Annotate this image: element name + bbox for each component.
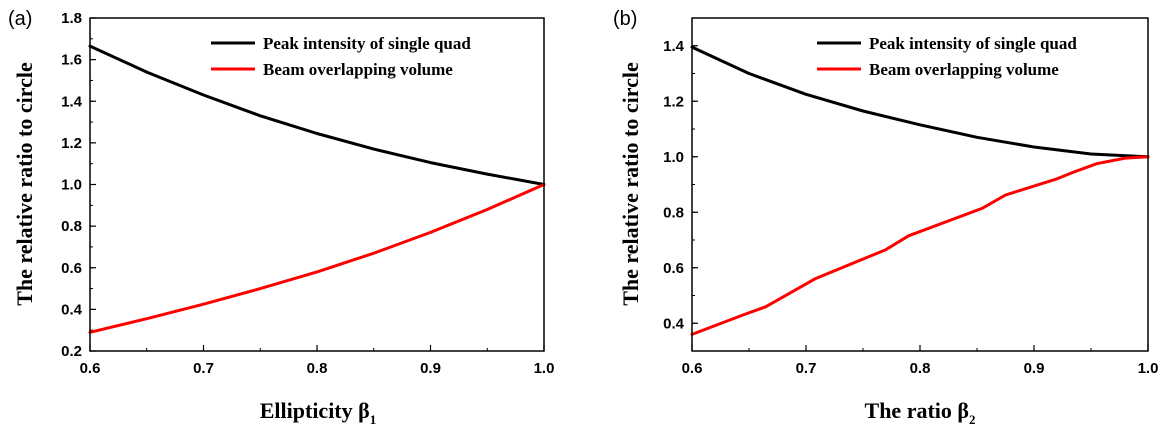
y-tick-label-b: 1.2 bbox=[663, 93, 684, 110]
chart-panel-b: (b) The relative ratio to circle The rat… bbox=[613, 8, 1158, 427]
y-axis-title-a: The relative ratio to circle bbox=[12, 62, 37, 306]
x-tick-label-a: 0.7 bbox=[193, 360, 214, 377]
legend-b: Peak intensity of single quad Beam overl… bbox=[817, 34, 1077, 79]
x-tick-labels-b: 0.6 0.7 0.8 0.9 1.0 bbox=[682, 360, 1159, 377]
y-tick-labels-b: 0.4 0.6 0.8 1.0 1.2 1.4 bbox=[663, 38, 685, 333]
x-tick-label-a: 0.9 bbox=[420, 360, 441, 377]
panel-label-b: (b) bbox=[613, 8, 637, 30]
legend-label-beam-b: Beam overlapping volume bbox=[869, 60, 1059, 79]
x-tick-label-a: 0.8 bbox=[307, 360, 328, 377]
x-tick-label-b: 0.9 bbox=[1024, 360, 1045, 377]
series-lines-a bbox=[88, 44, 546, 334]
y-tick-label-b: 0.4 bbox=[663, 315, 685, 332]
x-tick-label-a: 1.0 bbox=[534, 360, 555, 377]
series-line-peak-intensity-a bbox=[88, 44, 546, 186]
legend-label-beam-a: Beam overlapping volume bbox=[263, 60, 453, 79]
legend-label-peak-a: Peak intensity of single quad bbox=[263, 34, 471, 53]
series-line-peak-intensity-b bbox=[690, 45, 1150, 159]
x-tick-label-b: 0.6 bbox=[682, 360, 703, 377]
x-tick-label-b: 1.0 bbox=[1138, 360, 1159, 377]
y-tick-label-a: 1.0 bbox=[61, 177, 82, 194]
x-axis-title-a: Ellipticity β1 bbox=[260, 398, 376, 427]
x-axis-title-sub-a: 1 bbox=[370, 412, 377, 427]
y-tick-label-a: 1.4 bbox=[61, 93, 83, 110]
y-tick-labels-a: 0.2 0.4 0.6 0.8 1.0 1.2 1.4 1.6 1.8 bbox=[61, 10, 83, 360]
y-tick-label-a: 1.8 bbox=[61, 10, 82, 27]
y-tick-label-b: 1.0 bbox=[663, 149, 684, 166]
y-axis-title-b: The relative ratio to circle bbox=[618, 62, 643, 306]
y-tick-label-a: 1.6 bbox=[61, 52, 82, 69]
series-line-beam-overlap-a bbox=[88, 183, 546, 334]
legend-a: Peak intensity of single quad Beam overl… bbox=[211, 34, 471, 79]
y-tick-label-a: 0.6 bbox=[61, 260, 82, 277]
x-axis-title-sub-b: 2 bbox=[969, 412, 976, 427]
plot-frame-a bbox=[89, 17, 545, 352]
x-axis-title-main-b: The ratio β bbox=[865, 398, 969, 423]
tick-marks-b bbox=[691, 45, 1149, 351]
panel-label-a: (a) bbox=[8, 8, 32, 30]
plot-frame-b bbox=[691, 17, 1149, 352]
y-tick-label-a: 0.4 bbox=[61, 301, 83, 318]
x-tick-label-a: 0.6 bbox=[80, 360, 101, 377]
x-tick-label-b: 0.7 bbox=[796, 360, 817, 377]
y-tick-label-a: 1.2 bbox=[61, 135, 82, 152]
x-axis-title-b: The ratio β2 bbox=[865, 398, 976, 427]
legend-label-peak-b: Peak intensity of single quad bbox=[869, 34, 1077, 53]
y-tick-label-b: 0.8 bbox=[663, 204, 684, 221]
series-line-beam-overlap-b bbox=[690, 155, 1150, 336]
x-tick-labels-a: 0.6 0.7 0.8 0.9 1.0 bbox=[80, 360, 555, 377]
y-tick-label-a: 0.2 bbox=[61, 343, 82, 360]
x-tick-label-b: 0.8 bbox=[910, 360, 931, 377]
series-lines-b bbox=[690, 45, 1150, 336]
x-axis-title-main-a: Ellipticity β bbox=[260, 398, 370, 423]
y-tick-label-b: 0.6 bbox=[663, 260, 684, 277]
y-tick-label-a: 0.8 bbox=[61, 218, 82, 235]
y-tick-label-b: 1.4 bbox=[663, 38, 685, 55]
chart-panel-a: (a) The relative ratio to circle Ellipti… bbox=[8, 8, 554, 427]
